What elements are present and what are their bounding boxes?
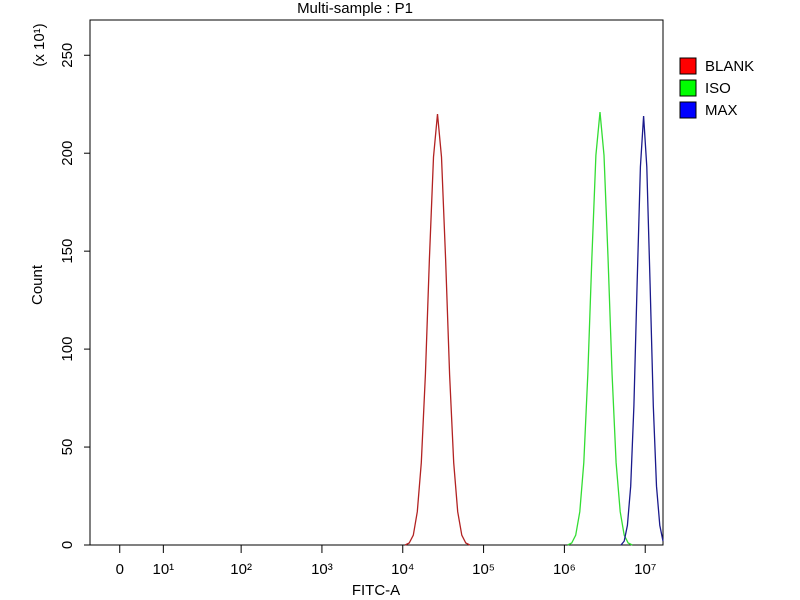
legend-label: ISO (705, 80, 731, 97)
legend-label: BLANK (705, 58, 754, 75)
y-tick-label: 0 (59, 541, 76, 549)
x-tick-label: 10⁷ (634, 561, 656, 578)
legend-label: MAX (705, 102, 738, 119)
x-tick-label: 10³ (311, 561, 333, 578)
histogram-line (404, 113, 471, 546)
y-tick-label: 250 (59, 43, 76, 68)
y-axis-title: Count (29, 264, 46, 305)
y-tick-label: 50 (59, 439, 76, 456)
legend-swatch (679, 79, 697, 97)
x-axis-title: FITC-A (352, 582, 400, 599)
chart-title: Multi-sample : P1 (297, 0, 413, 17)
x-tick-label: 10⁵ (472, 561, 495, 578)
y-tick-label: 100 (59, 337, 76, 362)
y-tick-label: 200 (59, 141, 76, 166)
y-axis-multiplier: (x 10¹) (31, 23, 48, 66)
x-tick-label: 10⁶ (553, 561, 576, 578)
legend-swatch (679, 101, 697, 119)
x-tick-label: 0 (116, 561, 124, 578)
x-tick-label: 10¹ (152, 561, 174, 578)
legend-swatch (679, 57, 697, 75)
histogram-line (567, 112, 633, 546)
histogram-line (620, 115, 664, 546)
y-tick-label: 150 (59, 239, 76, 264)
x-tick-label: 10² (230, 561, 252, 578)
x-tick-label: 10⁴ (391, 561, 414, 578)
plot-frame (89, 19, 664, 546)
